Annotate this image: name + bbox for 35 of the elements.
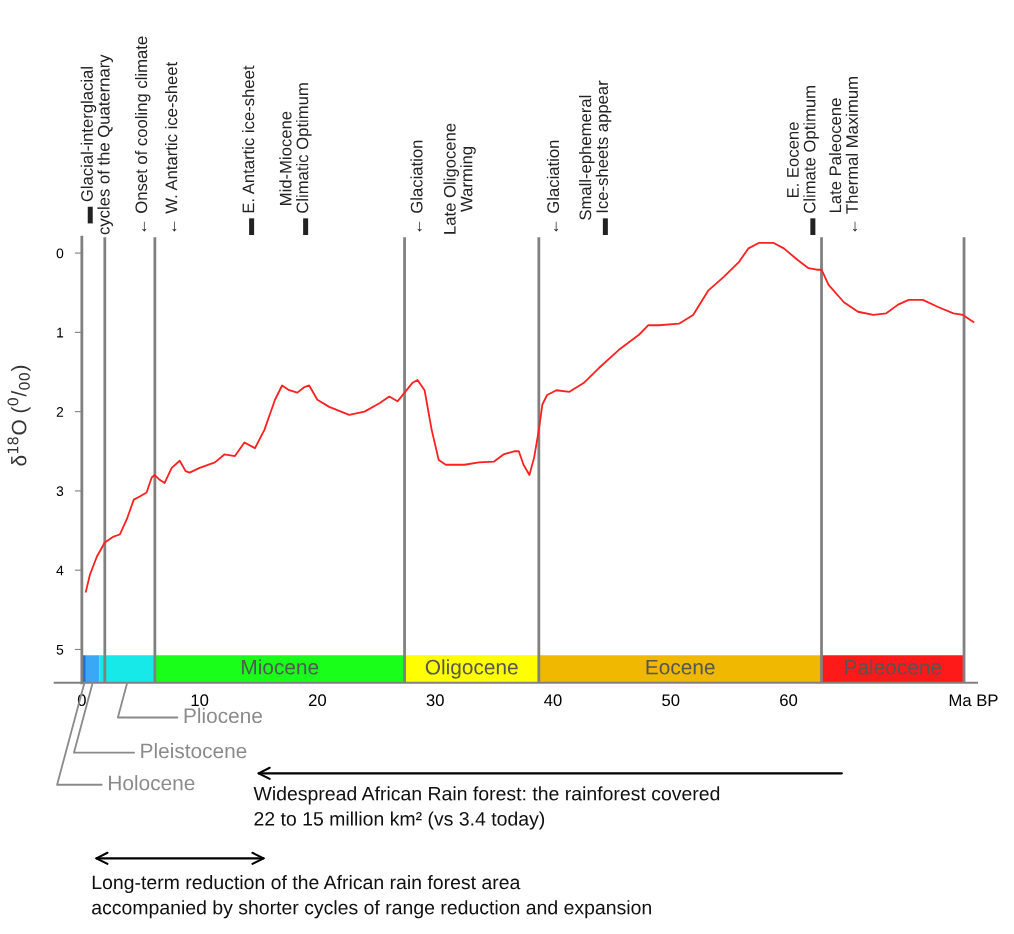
y-axis-title: δ$^{18}$O ($^{0}$/$_{00}$) — [7, 365, 31, 466]
band-label: Paleocene — [845, 659, 942, 675]
y-tick-label: 0 — [56, 248, 64, 259]
band-label: Pliocene — [184, 707, 262, 724]
text: ← Glaciation — [410, 140, 423, 232]
band-label: Oligocene — [425, 659, 518, 679]
text: Late Paleocene ← Thermal Maximum — [828, 77, 858, 232]
x-tick-label: 20 — [308, 694, 327, 707]
band-label: Miocene — [242, 659, 319, 675]
text: ▬ E. Antartic ice-sheet — [242, 65, 255, 236]
text: Mid-Miocene ▬ Climatic Optimum — [279, 83, 312, 236]
x-tick-label: 10 — [191, 694, 209, 707]
x-tick-label: 40 — [544, 694, 562, 707]
band-label: Pleistocene — [141, 742, 247, 759]
x-tick-label: 30 — [426, 694, 444, 707]
y-tick-label: 5 — [56, 644, 64, 655]
text: ▬ Glacial-interglacial cycles of the Quaternary — [80, 54, 113, 235]
y-tick-label: 1 — [57, 327, 64, 338]
text: ← Glaciation — [546, 140, 560, 232]
text: Late Oligocene Warming — [443, 123, 476, 234]
x-tick-label: 50 — [662, 694, 680, 707]
text: ← W. Antartic ice-sheet — [165, 61, 178, 232]
y-tick-label: 2 — [56, 406, 64, 417]
band-label: Holocene — [109, 775, 195, 791]
text: Widespread African Rain forest: the rainforest covered 22 to 15 million km² (vs 3.4 today) — [253, 786, 720, 830]
text: ← Onset of cooling climate — [134, 36, 151, 232]
text: Small-ephemeral ▬ Ice-sheets appear — [579, 80, 612, 236]
y-tick-label: 4 — [56, 565, 64, 576]
y-tick-label: 3 — [56, 486, 64, 497]
x-tick-label: Ma BP — [949, 694, 998, 707]
text: E. Eocene ▬ Climate Optimum — [787, 86, 819, 236]
line-series — [84, 241, 975, 593]
x-tick-label: 60 — [780, 694, 798, 707]
text: Long-term reduction of the African rain forest area accompanied by shorter cycles of range reduction and expansion — [92, 874, 651, 919]
band-label: Eocene — [646, 660, 715, 675]
